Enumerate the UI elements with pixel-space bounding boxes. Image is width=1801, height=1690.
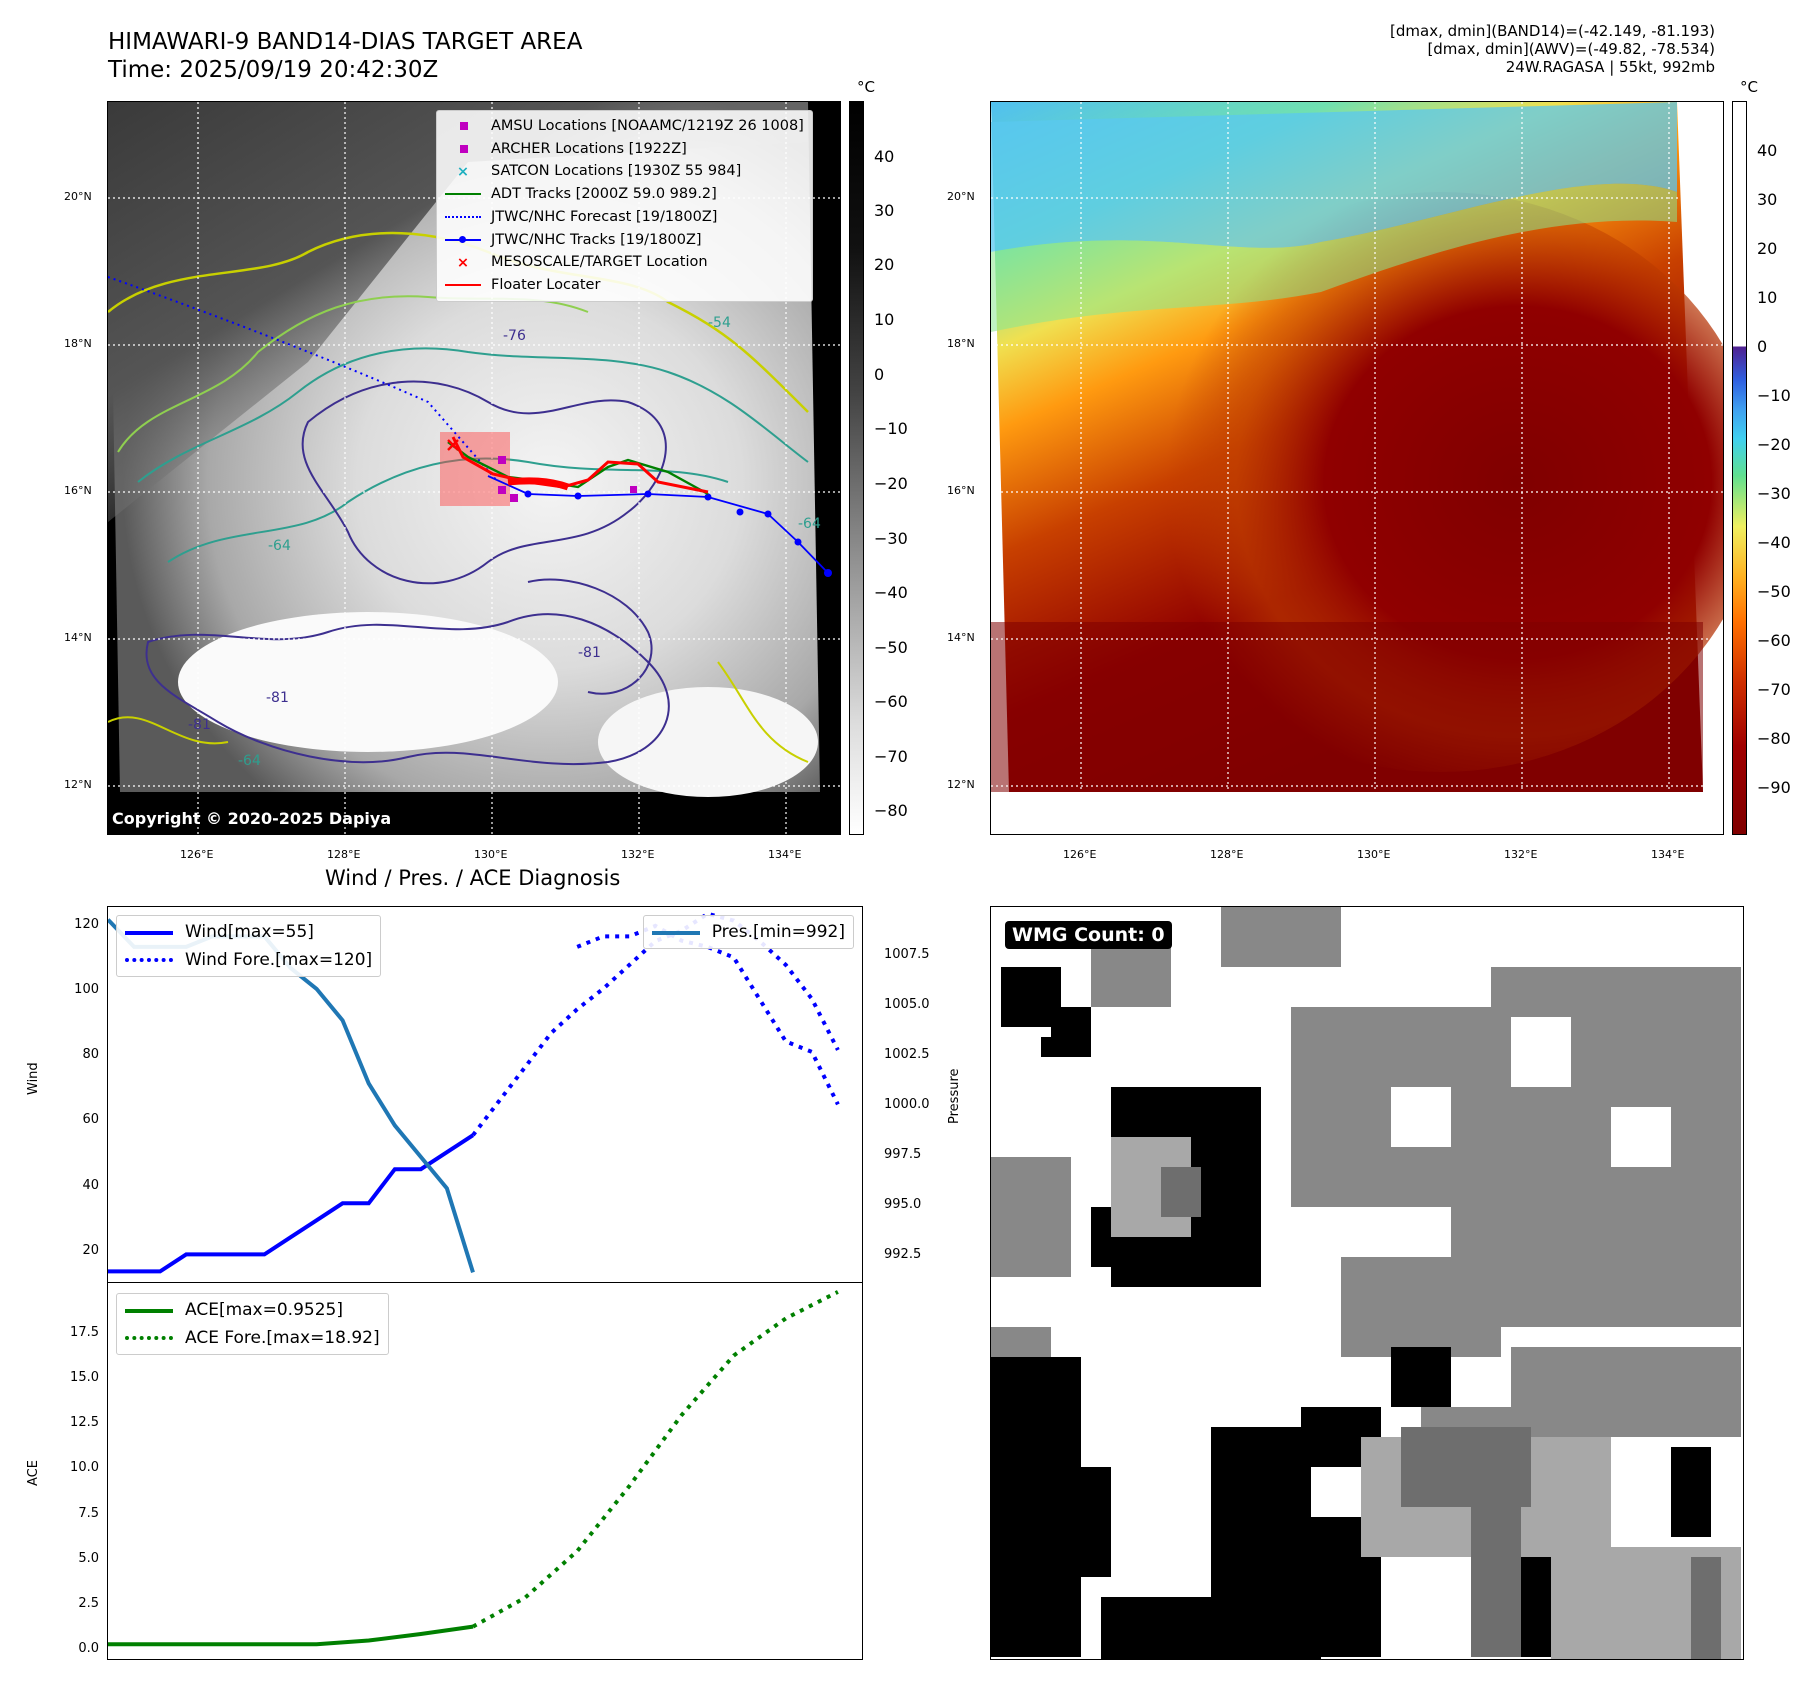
diagnosis-title: Wind / Pres. / ACE Diagnosis — [325, 866, 621, 890]
wind-axis-label: Wind — [26, 1062, 41, 1095]
legend-jtwc-forecast: JTWC/NHC Forecast [19/1800Z] — [445, 206, 804, 229]
pressure-axis-label: Pressure — [947, 1068, 962, 1124]
wind-pressure-panel: Wind[max=55] Wind Fore.[max=120] Pres.[m… — [107, 906, 863, 1284]
lat-label-18n: 18°N — [64, 337, 92, 350]
wind-legend: Wind[max=55] Wind Fore.[max=120] — [116, 915, 382, 977]
ace-series-1 — [472, 1290, 839, 1629]
lon-label-128e-right: 128°E — [1210, 848, 1244, 861]
legend-adt: ADT Tracks [2000Z 59.0 989.2] — [445, 183, 804, 206]
lon-label-128e: 128°E — [327, 848, 361, 861]
lon-label-134e: 134°E — [768, 848, 802, 861]
legend-ace-fore: ACE Fore.[max=18.92] — [125, 1324, 380, 1352]
legend-archer: ARCHER Locations [1922Z] — [445, 138, 804, 161]
chart-time: Time: 2025/09/19 20:42:30Z — [108, 57, 439, 83]
color-map-image — [991, 102, 1723, 834]
wmg-image — [991, 907, 1741, 1659]
info-awv: [dmax, dmin](AWV)=(-49.82, -78.534) — [1427, 40, 1715, 58]
legend-wind: Wind[max=55] — [125, 918, 372, 946]
colorbar-gray-unit: °C — [857, 78, 875, 96]
lat-label-14n: 14°N — [64, 631, 92, 644]
legend-pres: Pres.[min=992] — [651, 918, 845, 946]
lon-label-134e-right: 134°E — [1651, 848, 1685, 861]
pressure-legend: Pres.[min=992] — [642, 915, 854, 949]
pressure-axis-ticks: 1007.5 1005.0 1002.5 1000.0 997.5 995.0 … — [884, 947, 930, 1262]
lon-label-130e-right: 130°E — [1357, 848, 1391, 861]
legend-amsu: AMSU Locations [NOAAMC/1219Z 26 1008] — [445, 115, 804, 138]
wind-series-1 — [471, 911, 840, 1137]
wind-series-0 — [108, 1133, 475, 1274]
lon-label-126e-right: 126°E — [1063, 848, 1097, 861]
wind-axis-ticks: 120 100 80 60 40 20 — [74, 917, 99, 1258]
copyright-text: Copyright © 2020-2025 Dapiya — [112, 809, 392, 828]
svg-text:-64: -64 — [798, 516, 821, 532]
colorbar-color-ticks: 40 30 20 10 0 −10 −20 −30 −40 −50 −60 −7… — [1757, 141, 1791, 797]
lon-label-130e: 130°E — [474, 848, 508, 861]
lat-label-16n: 16°N — [64, 484, 92, 497]
chart-title: HIMAWARI-9 BAND14-DIAS TARGET AREA — [108, 29, 583, 55]
info-block: [dmax, dmin](BAND14)=(-42.149, -81.193) … — [1390, 22, 1715, 76]
wmg-count-badge: WMG Count: 0 — [1005, 921, 1172, 949]
lat-label-20n-right: 20°N — [947, 190, 975, 203]
colorbar-gray — [849, 101, 864, 835]
ace-axis-ticks: 17.5 15.0 12.5 10.0 7.5 5.0 2.5 0.0 — [70, 1325, 99, 1656]
svg-text:-76: -76 — [503, 328, 526, 344]
lat-label-14n-right: 14°N — [947, 631, 975, 644]
ace-series-0 — [108, 1624, 474, 1647]
colorbar-color-unit: °C — [1740, 78, 1758, 96]
svg-text:-64: -64 — [238, 753, 261, 769]
ace-plot — [108, 1290, 839, 1647]
legend-mesoscale: × MESOSCALE/TARGET Location — [456, 254, 708, 271]
svg-text:-81: -81 — [266, 690, 289, 706]
lat-label-12n: 12°N — [64, 778, 92, 791]
svg-text:-54: -54 — [708, 315, 731, 331]
colorbar-gray-ticks: 40 30 20 10 0 −10 −20 −30 −40 −50 −60 −7… — [874, 147, 908, 820]
pressure-series-1 — [576, 923, 840, 1106]
info-storm: 24W.RAGASA | 55kt, 992mb — [1505, 58, 1715, 76]
legend-wind-fore: Wind Fore.[max=120] — [125, 946, 372, 974]
lat-label-18n-right: 18°N — [947, 337, 975, 350]
info-band14: [dmax, dmin](BAND14)=(-42.149, -81.193) — [1390, 22, 1715, 40]
lon-label-132e-right: 132°E — [1504, 848, 1538, 861]
map-legend: AMSU Locations [NOAAMC/1219Z 26 1008] AR… — [436, 110, 813, 302]
svg-text:-81: -81 — [188, 717, 211, 733]
svg-text:-81: -81 — [578, 645, 601, 661]
colorbar-color — [1732, 101, 1747, 835]
ace-axis-label: ACE — [26, 1460, 41, 1486]
legend-floater: Floater Locater — [445, 274, 804, 297]
lat-label-12n-right: 12°N — [947, 778, 975, 791]
wmg-panel: WMG Count: 0 — [990, 906, 1744, 1660]
legend-ace: ACE[max=0.9525] — [125, 1296, 380, 1324]
ir-map-panel: -54 -64 -64 -64 -76 -81 -81 -81 Copyrigh… — [107, 101, 841, 835]
ace-panel: ACE[max=0.9525] ACE Fore.[max=18.92] — [107, 1282, 863, 1660]
svg-text:-64: -64 — [268, 538, 291, 554]
legend-satcon: × SATCON Locations [1930Z 55 984] — [456, 163, 742, 180]
lon-label-126e: 126°E — [180, 848, 214, 861]
lat-label-20n: 20°N — [64, 190, 92, 203]
lon-label-132e: 132°E — [621, 848, 655, 861]
ace-legend: ACE[max=0.9525] ACE Fore.[max=18.92] — [116, 1293, 389, 1355]
lat-label-16n-right: 16°N — [947, 484, 975, 497]
legend-jtwc-tracks: JTWC/NHC Tracks [19/1800Z] — [445, 229, 804, 252]
color-map-panel — [990, 101, 1724, 835]
